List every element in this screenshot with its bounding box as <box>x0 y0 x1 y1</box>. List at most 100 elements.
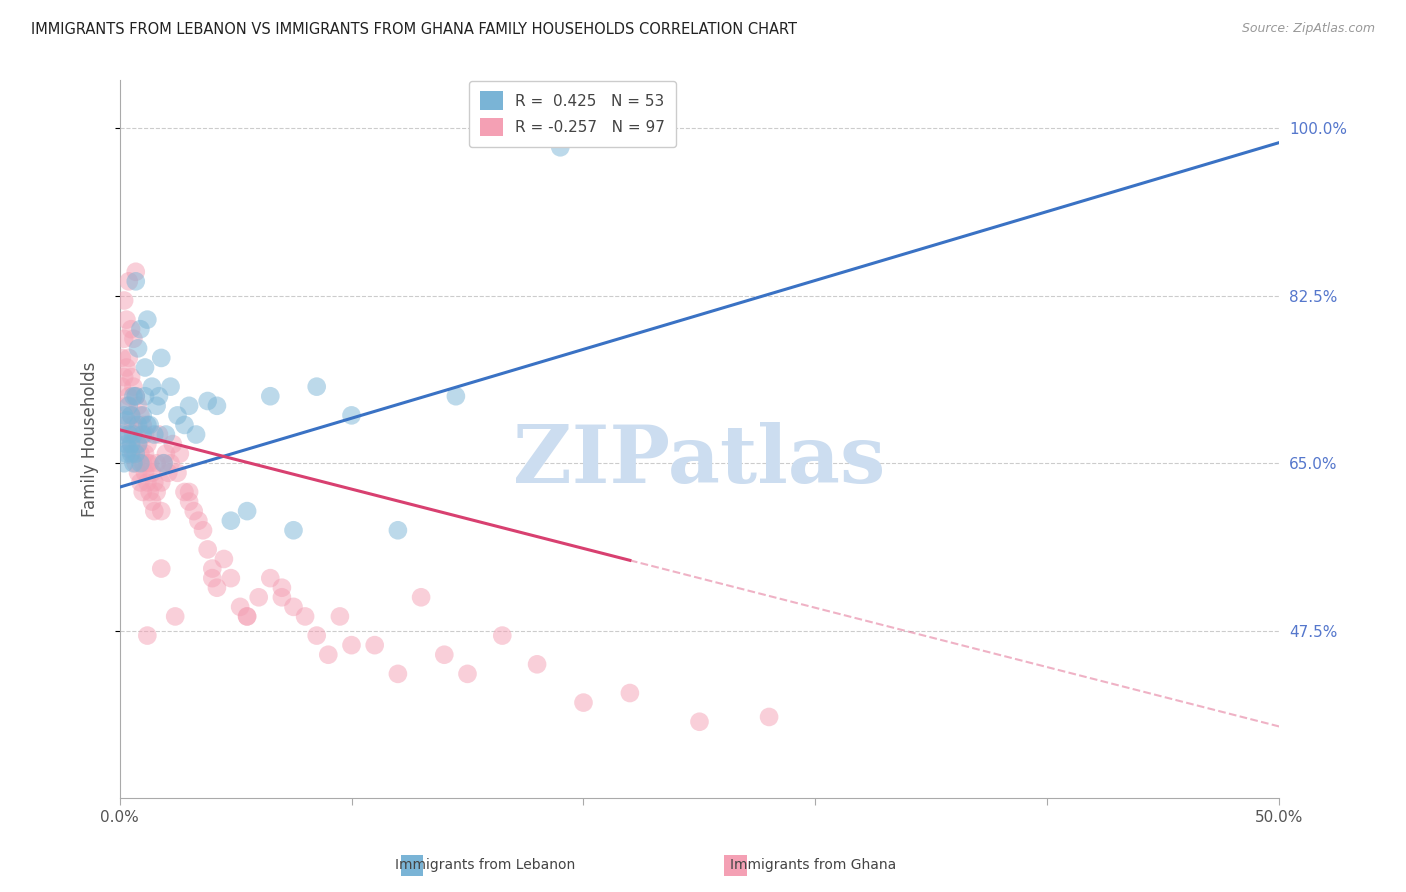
Point <box>758 710 780 724</box>
Point <box>136 475 159 490</box>
Point <box>305 629 328 643</box>
Point <box>120 437 142 451</box>
Point <box>283 599 305 614</box>
Point <box>150 351 173 365</box>
Point <box>411 591 433 605</box>
Point <box>129 409 152 423</box>
Point <box>112 370 135 384</box>
Point <box>340 638 363 652</box>
Point <box>115 399 138 413</box>
Point <box>318 648 340 662</box>
Point <box>329 609 352 624</box>
Point <box>129 475 152 490</box>
Y-axis label: Family Households: Family Households <box>80 361 98 517</box>
Point <box>127 466 149 480</box>
Point <box>205 399 228 413</box>
Point <box>122 332 145 346</box>
Point <box>526 657 548 672</box>
Point <box>433 648 456 662</box>
Point <box>138 417 160 432</box>
Point <box>132 456 155 470</box>
Point <box>157 466 180 480</box>
Point <box>127 437 149 451</box>
Point <box>127 399 149 413</box>
Point <box>143 475 166 490</box>
Point <box>197 542 219 557</box>
Point <box>219 571 242 585</box>
Point <box>125 274 148 288</box>
Point <box>122 379 145 393</box>
Point <box>112 456 135 470</box>
Point <box>112 293 135 308</box>
Point <box>125 265 148 279</box>
Point <box>148 389 170 403</box>
Point <box>247 591 270 605</box>
Text: Immigrants from Lebanon: Immigrants from Lebanon <box>395 858 575 872</box>
Point <box>136 437 159 451</box>
Point <box>132 485 155 500</box>
Point <box>115 360 138 375</box>
Point <box>152 456 174 470</box>
Point <box>136 629 159 643</box>
Point <box>127 342 149 356</box>
Point <box>132 417 155 432</box>
Point <box>143 427 166 442</box>
Point <box>162 437 184 451</box>
Point <box>134 389 156 403</box>
Point <box>197 394 219 409</box>
Point <box>111 379 134 393</box>
Point <box>145 485 167 500</box>
Point <box>155 447 177 461</box>
Point <box>122 427 145 442</box>
Point <box>236 504 259 518</box>
Point <box>122 417 145 432</box>
Text: Source: ZipAtlas.com: Source: ZipAtlas.com <box>1241 22 1375 36</box>
Point <box>112 409 135 423</box>
Point <box>270 581 294 595</box>
Point <box>205 581 228 595</box>
Point <box>229 599 252 614</box>
Point <box>129 456 152 470</box>
Point <box>120 447 142 461</box>
Point <box>129 322 152 336</box>
Point <box>236 609 259 624</box>
Point <box>187 514 209 528</box>
Point <box>129 447 152 461</box>
Point <box>122 389 145 403</box>
Point <box>132 409 155 423</box>
Text: ZIPatlas: ZIPatlas <box>513 422 886 500</box>
Point <box>212 552 235 566</box>
Point <box>150 504 173 518</box>
Point <box>111 427 134 442</box>
Point <box>572 696 595 710</box>
Point <box>145 456 167 470</box>
Point <box>136 417 159 432</box>
Point <box>141 466 163 480</box>
Point <box>118 351 141 365</box>
Point <box>150 561 173 575</box>
Point <box>125 447 148 461</box>
Text: Immigrants from Ghana: Immigrants from Ghana <box>730 858 896 872</box>
Point <box>127 417 149 432</box>
Point <box>118 427 141 442</box>
Point <box>191 523 214 537</box>
Legend: R =  0.425   N = 53, R = -0.257   N = 97: R = 0.425 N = 53, R = -0.257 N = 97 <box>470 81 676 147</box>
Point <box>173 485 195 500</box>
Point <box>134 427 156 442</box>
Point <box>141 379 163 393</box>
Point <box>115 312 138 326</box>
Point <box>363 638 385 652</box>
Text: IMMIGRANTS FROM LEBANON VS IMMIGRANTS FROM GHANA FAMILY HOUSEHOLDS CORRELATION C: IMMIGRANTS FROM LEBANON VS IMMIGRANTS FR… <box>31 22 797 37</box>
Point <box>145 399 167 413</box>
Point <box>173 417 195 432</box>
Point <box>152 456 174 470</box>
Point <box>259 571 281 585</box>
Point <box>115 447 138 461</box>
Point <box>120 409 142 423</box>
Point <box>387 666 409 681</box>
Point <box>118 427 141 442</box>
Point <box>688 714 710 729</box>
Point <box>125 456 148 470</box>
Point <box>118 399 141 413</box>
Point <box>120 322 142 336</box>
